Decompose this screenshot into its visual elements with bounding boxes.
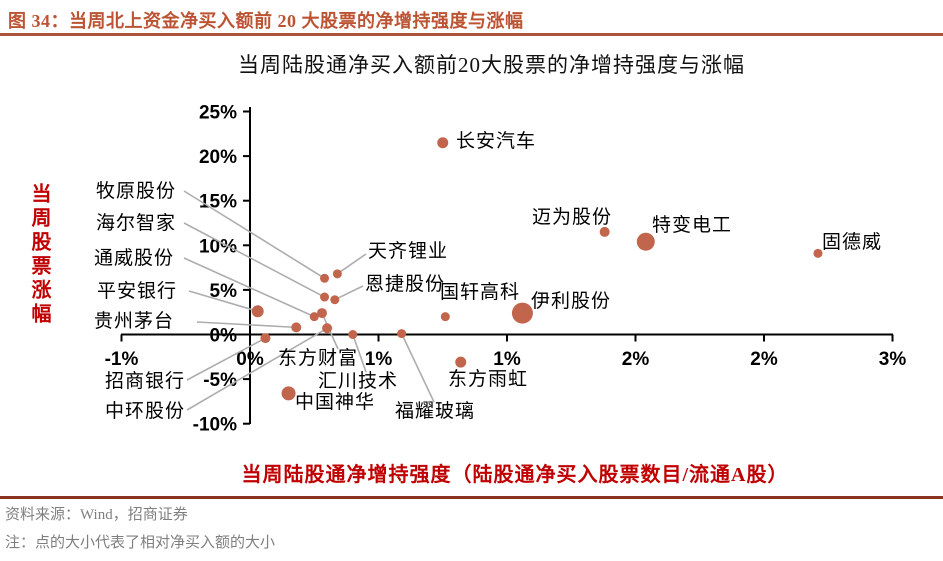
data-point-label: 天齐锂业 [368, 240, 448, 262]
data-point [320, 292, 330, 302]
bottom-rule [0, 496, 943, 499]
data-point [330, 295, 340, 305]
leader-line [334, 285, 364, 301]
data-point [397, 329, 407, 339]
leader-line [352, 334, 367, 373]
data-point-label: 平安银行 [97, 280, 177, 302]
data-point [348, 330, 358, 339]
leader-line [400, 333, 435, 403]
y-tick-label: 0% [210, 326, 238, 347]
data-point [281, 386, 296, 401]
data-point [599, 226, 610, 237]
data-point-label: 东方雨虹 [448, 368, 528, 390]
y-axis-title: 当周股票涨幅 [28, 183, 50, 327]
y-tick-label: 10% [199, 236, 237, 257]
data-point [511, 302, 533, 324]
data-point [437, 137, 449, 149]
source-line: 资料来源：Wind，招商证券 [5, 507, 188, 523]
data-point-label: 中国神华 [295, 391, 375, 413]
y-tick-label: 25% [199, 103, 237, 124]
data-point-label: 国轩高科 [440, 281, 520, 303]
x-tick-label: -1% [105, 349, 139, 370]
header-rule [0, 33, 943, 36]
data-point [636, 232, 655, 251]
data-point [320, 273, 330, 283]
x-tick-label: 3% [879, 349, 907, 370]
data-point-label: 伊利股份 [531, 290, 611, 312]
leader-line [186, 327, 328, 411]
data-point-label: 福耀玻璃 [395, 400, 475, 422]
data-point-label: 东方财富 [278, 347, 358, 369]
data-point-label: 恩捷股份 [365, 273, 445, 295]
data-point-label: 海尔智家 [96, 212, 176, 234]
x-tick-label: 2% [750, 349, 778, 370]
leader-line [183, 257, 315, 318]
data-point [332, 269, 342, 279]
data-point [260, 333, 271, 344]
data-point [322, 323, 333, 334]
data-point [455, 356, 467, 368]
data-point-label: 中环股份 [105, 400, 185, 422]
data-point-label: 招商银行 [105, 370, 185, 392]
scatter-plot: -1% 0% 1% 1% 2% 2% 3%25%20%15%10%5%0%-5%-10%长安… [94, 103, 907, 436]
data-point [309, 312, 319, 322]
leader-line [186, 337, 266, 381]
y-tick-label: -10% [193, 415, 237, 436]
x-tick-label: 2% [622, 349, 650, 370]
x-tick-label: 1% [365, 349, 393, 370]
data-point [251, 305, 264, 318]
x-axis-title: 当周陆股通净增持强度（陆股通净买入股票数目/流通A股） [241, 464, 789, 486]
x-tick-label: 0% [236, 349, 264, 370]
y-tick-label: 5% [210, 281, 238, 302]
data-point-label: 长安汽车 [456, 130, 536, 152]
data-point-label: 迈为股份 [532, 206, 612, 228]
leader-line [183, 222, 325, 298]
data-point-label: 贵州茅台 [94, 310, 174, 332]
data-point [316, 308, 327, 319]
data-point [813, 248, 823, 258]
note-line: 注：点的大小代表了相对净买入额的大小 [5, 535, 276, 551]
data-point-label: 汇川技术 [318, 370, 398, 392]
chart-title: 当周陆股通净买入额前20大股票的净增持强度与涨幅 [238, 53, 745, 77]
figure-caption: 图 34：当周北上资金净买入额前 20 大股票的净增持强度与涨幅 [8, 11, 524, 31]
data-point-label: 固德威 [822, 231, 882, 253]
leader-line [336, 253, 367, 275]
data-point-label: 通威股份 [94, 247, 174, 269]
leader-line [188, 290, 258, 313]
y-tick-label: 15% [199, 192, 237, 213]
y-tick-label: 20% [199, 147, 237, 168]
y-tick-label: -5% [203, 370, 237, 391]
leader-line [196, 321, 297, 329]
data-point-label: 特变电工 [652, 214, 732, 236]
leader-line [183, 190, 325, 279]
data-point [291, 322, 302, 333]
data-point-label: 牧原股份 [96, 180, 176, 202]
x-tick-label: 1% [493, 349, 521, 370]
data-point [440, 312, 450, 322]
